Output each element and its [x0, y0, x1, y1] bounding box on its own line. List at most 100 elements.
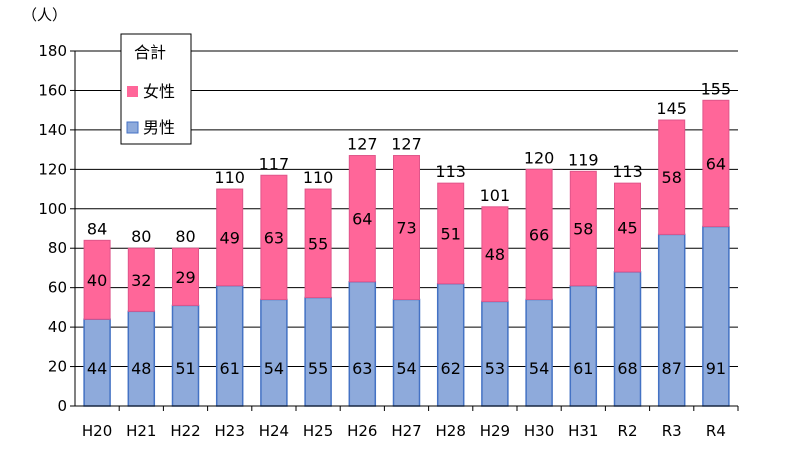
data-label-female: 40	[87, 271, 107, 290]
bar-female	[172, 247, 199, 306]
bar-female	[569, 170, 597, 287]
bar-female	[304, 188, 332, 299]
y-tick-label: 40	[48, 318, 67, 336]
x-tick-label: H29	[480, 422, 510, 440]
x-tick-label: H31	[568, 422, 598, 440]
bar-male	[569, 284, 598, 407]
bar-female	[216, 188, 244, 287]
data-label-total: 145	[656, 99, 687, 118]
data-label-male: 53	[485, 359, 505, 378]
data-label-total: 155	[701, 79, 732, 98]
bar-male	[171, 304, 200, 407]
data-label-female: 32	[131, 271, 151, 290]
data-label-male: 51	[175, 359, 195, 378]
data-label-male: 91	[706, 359, 726, 378]
bar-male	[348, 281, 377, 407]
data-label-female: 64	[352, 210, 372, 229]
x-tick-label: H28	[436, 422, 466, 440]
x-tick-label: H20	[82, 422, 112, 440]
bar-male	[304, 296, 332, 407]
data-label-total: 80	[131, 227, 151, 246]
y-tick-label: 120	[38, 160, 67, 178]
data-label-total: 113	[435, 162, 466, 181]
bar-male	[260, 298, 288, 407]
y-axis-unit-label: （人）	[22, 6, 67, 24]
data-label-total: 127	[347, 135, 378, 154]
x-tick-label: H24	[259, 422, 289, 440]
bar-male	[481, 300, 509, 407]
bar-female	[702, 99, 730, 228]
data-label-total: 119	[568, 150, 599, 169]
data-label-female: 49	[220, 228, 240, 247]
legend: 合計 女性 男性	[120, 33, 192, 145]
data-label-male: 87	[662, 359, 682, 378]
x-tick-label: R3	[662, 422, 682, 440]
data-label-female: 63	[264, 228, 284, 247]
data-labels: 44 40 84 48 32 80 51 29 80 61 49 110 54 63 117 55 55 110 6…	[87, 79, 731, 378]
x-tick-label: R2	[618, 422, 638, 440]
bar-male	[657, 233, 686, 407]
bar-male	[436, 282, 465, 407]
bar-male	[127, 310, 156, 407]
bar-female	[393, 155, 420, 300]
data-label-male: 68	[617, 359, 637, 378]
bar-female	[481, 206, 509, 302]
bar-male	[525, 298, 553, 407]
y-tick-label: 160	[38, 81, 67, 99]
bar-female	[437, 182, 465, 285]
bar-male	[392, 298, 421, 407]
data-label-total: 117	[259, 154, 290, 173]
data-label-male: 61	[573, 359, 593, 378]
data-label-female: 51	[441, 224, 461, 243]
y-tick-label: 20	[48, 358, 67, 376]
data-label-total: 113	[612, 162, 643, 181]
y-tick-label: 140	[38, 121, 67, 139]
y-tick-label: 100	[38, 200, 67, 218]
data-label-female: 64	[706, 154, 726, 173]
data-label-female: 45	[617, 219, 637, 238]
legend-label-female: 女性	[143, 82, 175, 101]
x-tick-label: H23	[215, 422, 245, 440]
data-label-male: 54	[529, 359, 549, 378]
legend-swatch-male	[126, 121, 139, 134]
data-label-male: 62	[441, 359, 461, 378]
data-label-total: 101	[480, 186, 511, 205]
x-tick-label: H27	[391, 422, 421, 440]
bar-female	[614, 182, 641, 273]
data-label-male: 54	[396, 359, 416, 378]
legend-title: 合計	[134, 43, 166, 62]
y-axis-ticks: 0 20 40 60 80 100 120 140 160 180	[38, 42, 75, 415]
data-label-total: 110	[214, 168, 245, 187]
bar-female	[525, 168, 553, 300]
x-tick-label: H22	[170, 422, 200, 440]
data-label-female: 48	[485, 245, 505, 264]
y-tick-label: 0	[57, 397, 67, 415]
x-tick-label: H25	[303, 422, 333, 440]
legend-swatch-female	[127, 86, 138, 97]
x-tick-label: R4	[706, 422, 726, 440]
y-tick-label: 180	[38, 42, 67, 60]
bar-female	[127, 247, 155, 312]
data-label-female: 58	[573, 220, 593, 239]
bar-male	[702, 225, 730, 407]
data-label-male: 48	[131, 359, 151, 378]
data-label-female: 66	[529, 225, 549, 244]
x-tick-label: H26	[347, 422, 377, 440]
x-tick-label: H21	[126, 422, 156, 440]
bars	[83, 99, 730, 407]
legend-label-male: 男性	[143, 118, 175, 137]
data-label-male: 55	[308, 359, 328, 378]
data-label-female: 29	[175, 268, 195, 287]
data-label-female: 58	[662, 168, 682, 187]
data-label-male: 63	[352, 359, 372, 378]
bar-female	[260, 174, 288, 300]
data-label-female: 73	[396, 219, 416, 238]
bar-male	[215, 284, 244, 407]
y-tick-label: 80	[48, 239, 67, 257]
bar-female	[348, 155, 376, 283]
data-label-total: 80	[175, 227, 195, 246]
data-label-total: 84	[87, 219, 107, 238]
bar-male	[613, 271, 642, 407]
bar-female	[83, 239, 111, 320]
y-tick-label: 60	[48, 279, 67, 297]
